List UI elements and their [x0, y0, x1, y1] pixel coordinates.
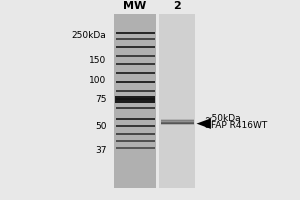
Bar	[159, 14, 195, 188]
Text: 50: 50	[95, 122, 106, 131]
Polygon shape	[196, 118, 211, 129]
Bar	[116, 90, 154, 92]
Bar	[160, 122, 194, 124]
Bar	[160, 124, 194, 125]
Bar	[115, 96, 155, 103]
Bar	[116, 140, 154, 142]
Bar	[160, 123, 194, 124]
Bar	[116, 32, 154, 34]
Bar	[116, 63, 154, 65]
Bar	[160, 119, 194, 121]
Bar	[114, 14, 156, 188]
Text: 100: 100	[89, 76, 106, 85]
Text: 250kDa: 250kDa	[72, 31, 106, 40]
Bar	[116, 72, 154, 74]
Text: 150: 150	[89, 56, 106, 65]
Bar	[116, 55, 154, 57]
Text: 37: 37	[95, 146, 106, 155]
Bar	[116, 133, 154, 135]
Bar	[116, 118, 154, 120]
Bar	[116, 46, 154, 48]
Bar	[116, 147, 154, 149]
Text: 2: 2	[173, 1, 181, 11]
Text: GFAP R416WT: GFAP R416WT	[204, 121, 267, 130]
Bar	[116, 81, 154, 83]
Bar	[116, 38, 154, 40]
Text: 75: 75	[95, 95, 106, 104]
Bar	[116, 98, 154, 100]
Bar	[160, 120, 194, 122]
Bar	[116, 107, 154, 109]
Bar	[116, 125, 154, 127]
Text: MW: MW	[123, 1, 147, 11]
Text: ~50kDa: ~50kDa	[204, 114, 241, 123]
